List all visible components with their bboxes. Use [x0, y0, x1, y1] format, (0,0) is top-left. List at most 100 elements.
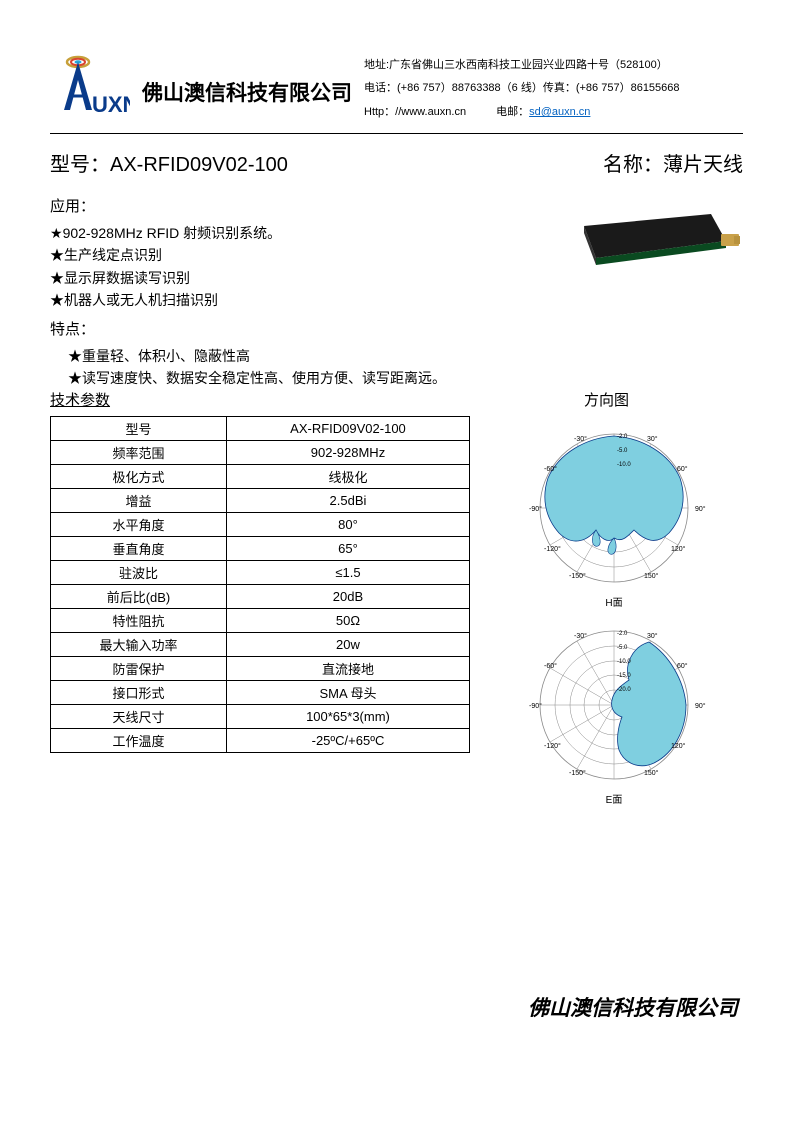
table-cell: 前后比(dB) [51, 585, 227, 609]
phone-line: 电话：(+86 757）88763388（6 线）传真：(+86 757）861… [364, 79, 743, 99]
table-row: 工作温度-25ºC/+65ºC [51, 729, 470, 753]
svg-text:-30°: -30° [574, 435, 587, 443]
svg-text:-120°: -120° [544, 742, 561, 750]
table-cell: 天线尺寸 [51, 705, 227, 729]
table-cell: 20w [226, 633, 469, 657]
svg-text:-5.0: -5.0 [617, 448, 628, 454]
table-cell: 频率范围 [51, 441, 227, 465]
product-image [563, 191, 743, 301]
svg-text:UXN: UXN [92, 92, 130, 117]
title-row: 型号：AX-RFID09V02-100 名称：薄片天线 [50, 148, 743, 177]
address-line: 地址:广东省佛山三水西南科技工业园兴业四路十号（528100） [364, 56, 743, 76]
subsection-titles: 技术参数 方向图 [50, 389, 743, 410]
feature-item: 重量轻、体积小、隐蔽性高 [68, 345, 743, 367]
table-cell: ≤1.5 [226, 561, 469, 585]
table-cell: 工作温度 [51, 729, 227, 753]
table-cell: 垂直角度 [51, 537, 227, 561]
model-label: 型号： [50, 154, 110, 176]
table-cell: 100*65*3(mm) [226, 705, 469, 729]
svg-text:90°: 90° [695, 702, 706, 710]
table-cell: AX-RFID09V02-100 [226, 417, 469, 441]
svg-text:-5.0: -5.0 [617, 645, 628, 651]
polar-e-label: E面 [485, 791, 743, 806]
table-cell: 902-928MHz [226, 441, 469, 465]
table-cell: 型号 [51, 417, 227, 441]
email-link[interactable]: sd@auxn.cn [529, 106, 590, 118]
application-item: 生产线定点识别 [50, 244, 543, 266]
svg-text:-10.0: -10.0 [617, 462, 631, 468]
table-cell: 增益 [51, 489, 227, 513]
svg-text:-60°: -60° [544, 662, 557, 670]
features-heading: 特点： [50, 318, 743, 339]
svg-text:30°: 30° [647, 435, 658, 443]
header-contact: 地址:广东省佛山三水西南科技工业园兴业四路十号（528100） 电话：(+86 … [364, 56, 743, 125]
model-value: AX-RFID09V02-100 [110, 154, 288, 176]
table-row: 垂直角度65° [51, 537, 470, 561]
table-cell: 80° [226, 513, 469, 537]
company-name: 佛山澳信科技有限公司 [142, 77, 352, 125]
table-cell: SMA 母头 [226, 681, 469, 705]
table-cell: 极化方式 [51, 465, 227, 489]
svg-text:-2.0: -2.0 [617, 434, 628, 440]
table-row: 水平角度80° [51, 513, 470, 537]
spec-table: 型号AX-RFID09V02-100频率范围902-928MHz极化方式线极化增… [50, 416, 470, 753]
table-row: 特性阻抗50Ω [51, 609, 470, 633]
table-cell: 水平角度 [51, 513, 227, 537]
features-list: 重量轻、体积小、隐蔽性高读写速度快、数据安全稳定性高、使用方便、读写距离远。 [50, 345, 743, 390]
polar-charts: -90° 90° -60° 60° -30° 30° -120° 120° -1… [485, 416, 743, 810]
table-cell: 特性阻抗 [51, 609, 227, 633]
table-cell: 20dB [226, 585, 469, 609]
table-row: 前后比(dB)20dB [51, 585, 470, 609]
table-cell: 直流接地 [226, 657, 469, 681]
table-row: 驻波比≤1.5 [51, 561, 470, 585]
website-line: Http：//www.auxn.cn [364, 103, 466, 123]
application-item: 机器人或无人机扫描识别 [50, 289, 543, 311]
table-cell: 2.5dBi [226, 489, 469, 513]
table-cell: 防雷保护 [51, 657, 227, 681]
table-cell: 接口形式 [51, 681, 227, 705]
svg-text:-60°: -60° [544, 465, 557, 473]
svg-text:150°: 150° [644, 769, 659, 777]
svg-text:150°: 150° [644, 572, 659, 580]
table-cell: 50Ω [226, 609, 469, 633]
table-row: 型号AX-RFID09V02-100 [51, 417, 470, 441]
table-row: 极化方式线极化 [51, 465, 470, 489]
spec-and-charts: 型号AX-RFID09V02-100频率范围902-928MHz极化方式线极化增… [50, 416, 743, 810]
footer-company: 佛山澳信科技有限公司 [528, 992, 738, 1022]
svg-text:-30°: -30° [574, 632, 587, 640]
table-row: 频率范围902-928MHz [51, 441, 470, 465]
svg-text:30°: 30° [647, 632, 658, 640]
company-logo: UXN [50, 50, 130, 125]
table-cell: 线极化 [226, 465, 469, 489]
svg-text:90°: 90° [695, 505, 706, 513]
email-line: 电邮：sd@auxn.cn [496, 103, 590, 123]
table-cell: 驻波比 [51, 561, 227, 585]
name-label: 名称： [603, 154, 663, 176]
svg-text:-2.0: -2.0 [617, 631, 628, 637]
header: UXN 佛山澳信科技有限公司 地址:广东省佛山三水西南科技工业园兴业四路十号（5… [50, 50, 743, 125]
table-row: 天线尺寸100*65*3(mm) [51, 705, 470, 729]
svg-text:60°: 60° [677, 465, 688, 473]
spec-table-heading: 技术参数 [50, 389, 470, 410]
application-item: 902-928MHz RFID 射频识别系统。 [50, 222, 543, 244]
table-row: 增益2.5dBi [51, 489, 470, 513]
applications-heading: 应用： [50, 195, 543, 216]
polar-chart-heading: 方向图 [470, 389, 743, 410]
svg-text:-90°: -90° [529, 702, 542, 710]
header-divider [50, 133, 743, 134]
table-row: 最大输入功率20w [51, 633, 470, 657]
table-cell: 65° [226, 537, 469, 561]
table-cell: -25ºC/+65ºC [226, 729, 469, 753]
svg-text:120°: 120° [671, 545, 686, 553]
polar-h-label: H面 [485, 594, 743, 609]
svg-text:60°: 60° [677, 662, 688, 670]
svg-text:-15.0: -15.0 [617, 673, 631, 679]
name-value: 薄片天线 [663, 154, 743, 176]
polar-chart-e: -90° 90° -60° 60° -30° 30° -120° 120° -1… [485, 613, 743, 806]
polar-chart-h: -90° 90° -60° 60° -30° 30° -120° 120° -1… [485, 416, 743, 609]
svg-text:-150°: -150° [569, 572, 586, 580]
svg-text:-10.0: -10.0 [617, 659, 631, 665]
application-item: 显示屏数据读写识别 [50, 267, 543, 289]
svg-text:-120°: -120° [544, 545, 561, 553]
table-row: 接口形式SMA 母头 [51, 681, 470, 705]
